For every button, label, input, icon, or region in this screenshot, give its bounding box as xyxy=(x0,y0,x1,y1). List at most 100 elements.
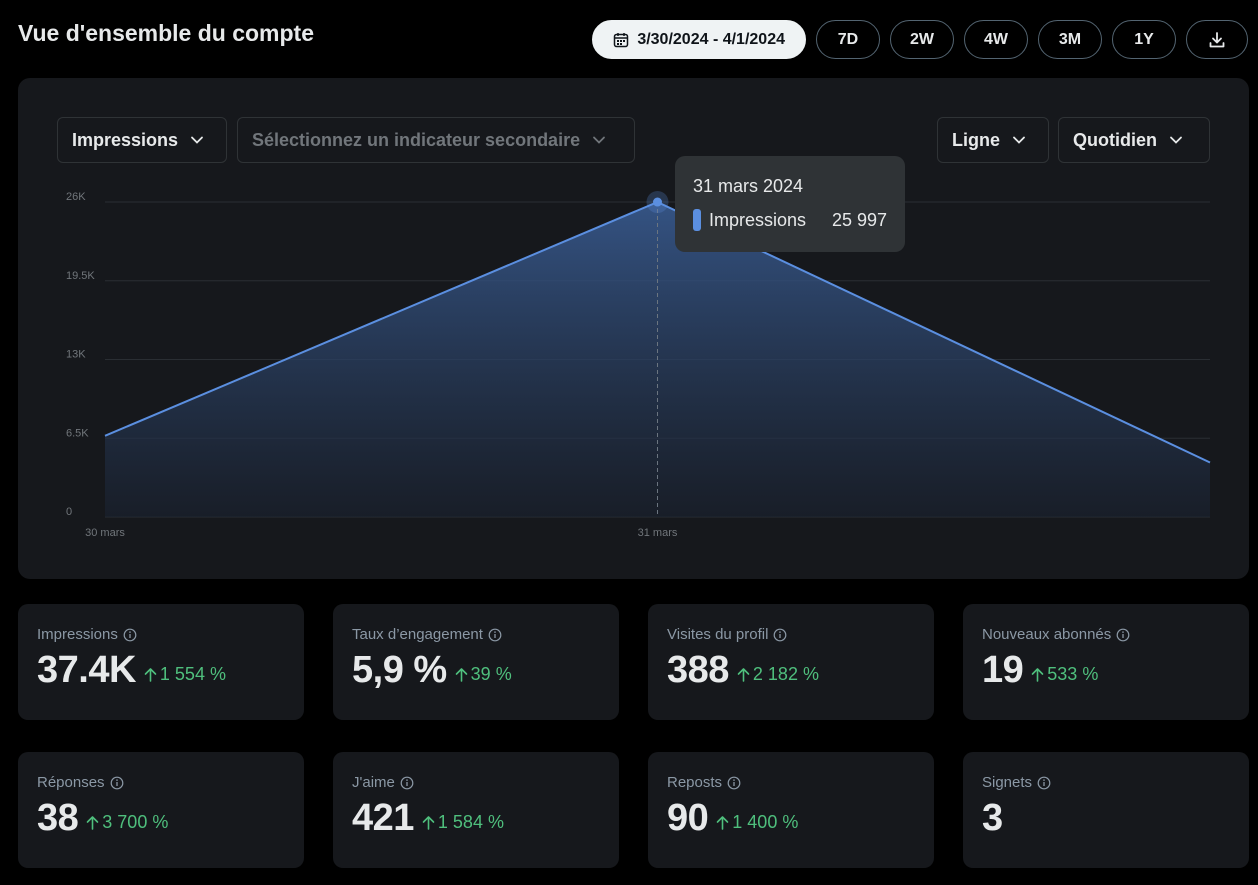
stat-change-value: 1 554 % xyxy=(159,664,226,684)
interval-select[interactable]: Quotidien xyxy=(1058,117,1210,163)
stat-value: 421 xyxy=(352,797,414,839)
range-3m-button[interactable]: 3M xyxy=(1038,20,1102,59)
stat-label-row: Signets xyxy=(982,774,1230,791)
stat-label-row: Nouveaux abonnés xyxy=(982,626,1230,643)
stat-card-reposts: Reposts 90 1 400 % xyxy=(648,752,934,868)
stat-value-row: 19 533 % xyxy=(982,649,1230,692)
range-7d-button[interactable]: 7D xyxy=(816,20,880,59)
stat-label: Nouveaux abonnés xyxy=(982,626,1112,643)
stat-label: Reposts xyxy=(667,774,723,791)
stat-value: 19 xyxy=(982,649,1024,691)
stat-value-row: 421 1 584 % xyxy=(352,797,600,840)
primary-metric-select[interactable]: Impressions xyxy=(57,117,227,163)
stat-change: 1 554 % xyxy=(144,664,226,685)
stat-label: J'aime xyxy=(352,774,395,791)
series-swatch xyxy=(693,209,701,231)
stat-value-row: 5,9 % 39 % xyxy=(352,649,600,692)
arrow-up-icon xyxy=(716,816,729,830)
primary-metric-label: Impressions xyxy=(72,129,179,150)
info-icon[interactable] xyxy=(773,628,787,642)
stat-change: 3 700 % xyxy=(86,812,168,833)
stat-value-row: 3 xyxy=(982,797,1230,840)
y-tick-label: 26K xyxy=(66,191,86,203)
stat-card-likes: J'aime 421 1 584 % xyxy=(333,752,619,868)
chart-type-label: Ligne xyxy=(952,129,1000,150)
info-icon[interactable] xyxy=(110,776,124,790)
info-icon[interactable] xyxy=(123,628,137,642)
stat-change-value: 533 % xyxy=(1047,664,1099,684)
stat-value: 37.4K xyxy=(37,649,136,691)
stat-change-value: 39 % xyxy=(470,664,512,684)
arrow-up-icon xyxy=(1031,668,1044,682)
stat-value: 388 xyxy=(667,649,729,691)
x-tick-label: 30 mars xyxy=(85,527,125,539)
secondary-metric-select[interactable]: Sélectionnez un indicateur secondaire xyxy=(237,117,635,163)
y-tick-label: 13K xyxy=(66,349,86,361)
date-range-button[interactable]: 3/30/2024 - 4/1/2024 xyxy=(592,20,806,59)
stat-label: Visites du profil xyxy=(667,626,769,643)
info-icon[interactable] xyxy=(488,628,502,642)
tooltip-value: 25 997 xyxy=(831,209,887,230)
stat-value-row: 37.4K 1 554 % xyxy=(37,649,285,692)
range-2w-button[interactable]: 2W xyxy=(890,20,954,59)
stat-value: 90 xyxy=(667,797,709,839)
stat-value: 3 xyxy=(982,797,1003,839)
info-icon[interactable] xyxy=(1037,776,1051,790)
tooltip-row: Impressions 25 997 xyxy=(693,209,887,231)
arrow-up-icon xyxy=(86,816,99,830)
stat-label: Signets xyxy=(982,774,1033,791)
download-button[interactable] xyxy=(1186,20,1248,59)
secondary-metric-label: Sélectionnez un indicateur secondaire xyxy=(252,129,581,150)
impressions-area-chart[interactable]: 0 6.5K 13K 19.5K 26K 30 mars 31 mars xyxy=(18,78,1249,579)
stat-card-engagement-rate: Taux d’engagement 5,9 % 39 % xyxy=(333,604,619,720)
info-icon[interactable] xyxy=(1116,628,1130,642)
chevron-down-icon xyxy=(593,136,605,144)
stat-change-value: 2 182 % xyxy=(752,664,819,684)
stat-card-new-followers: Nouveaux abonnés 19 533 % xyxy=(963,604,1249,720)
chevron-down-icon xyxy=(1013,136,1025,144)
stat-label-row: Visites du profil xyxy=(667,626,915,643)
chevron-down-icon xyxy=(1170,136,1182,144)
stat-label-row: Reposts xyxy=(667,774,915,791)
stat-value-row: 90 1 400 % xyxy=(667,797,915,840)
chart-card: Impressions Sélectionnez un indicateur s… xyxy=(18,78,1249,579)
range-1y-button[interactable]: 1Y xyxy=(1112,20,1176,59)
date-range-label: 3/30/2024 - 4/1/2024 xyxy=(637,30,785,48)
date-range-toolbar: 3/30/2024 - 4/1/2024 7D 2W 4W 3M 1Y xyxy=(592,20,1248,59)
y-tick-label: 19.5K xyxy=(66,270,95,282)
stat-card-profile-visits: Visites du profil 388 2 182 % xyxy=(648,604,934,720)
stat-change: 533 % xyxy=(1031,664,1098,685)
calendar-icon xyxy=(614,32,629,47)
stat-label: Réponses xyxy=(37,774,105,791)
stat-value: 5,9 % xyxy=(352,649,447,691)
info-icon[interactable] xyxy=(400,776,414,790)
arrow-up-icon xyxy=(737,668,750,682)
arrow-up-icon xyxy=(422,816,435,830)
range-4w-button[interactable]: 4W xyxy=(964,20,1028,59)
stat-change-value: 1 584 % xyxy=(437,812,504,832)
tooltip-date: 31 mars 2024 xyxy=(693,176,804,196)
stat-change: 1 400 % xyxy=(716,812,798,833)
stat-change-value: 3 700 % xyxy=(102,812,169,832)
chart-type-select[interactable]: Ligne xyxy=(937,117,1049,163)
chevron-down-icon xyxy=(191,136,203,144)
info-icon[interactable] xyxy=(727,776,741,790)
arrow-up-icon xyxy=(144,668,157,682)
stat-label: Impressions xyxy=(37,626,118,643)
x-tick-label: 31 mars xyxy=(638,527,678,539)
tooltip-series-label: Impressions xyxy=(709,209,807,230)
stat-change: 1 584 % xyxy=(422,812,504,833)
stat-value: 38 xyxy=(37,797,79,839)
stat-label-row: Taux d’engagement xyxy=(352,626,600,643)
stat-card-replies: Réponses 38 3 700 % xyxy=(18,752,304,868)
stat-label: Taux d’engagement xyxy=(352,626,483,643)
chart-tooltip: 31 mars 2024 Impressions 25 997 xyxy=(675,156,905,252)
stat-change: 39 % xyxy=(455,664,512,685)
data-point[interactable] xyxy=(653,197,662,207)
page-title: Vue d'ensemble du compte xyxy=(18,20,315,46)
arrow-up-icon xyxy=(455,668,467,682)
stat-change: 2 182 % xyxy=(737,664,819,685)
stat-change-value: 1 400 % xyxy=(732,812,799,832)
stat-card-bookmarks: Signets 3 xyxy=(963,752,1249,868)
download-icon xyxy=(1209,31,1225,47)
